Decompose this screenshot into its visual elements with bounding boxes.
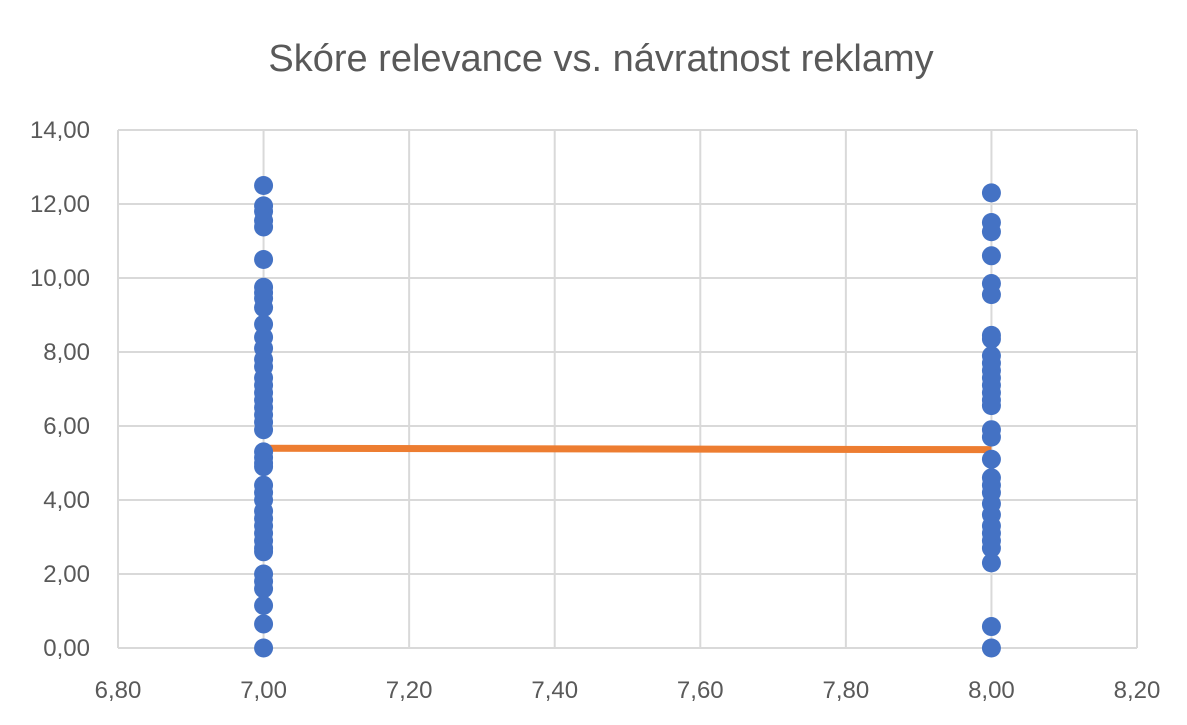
data-point	[981, 638, 1001, 658]
data-point	[981, 427, 1001, 447]
data-points	[254, 176, 1001, 658]
tick-labels: 6,80 7,00 7,20 7,40 7,60 7,80 8,00 8,20 0,00 2,00…	[30, 117, 1160, 704]
chart-title: Skóre relevance vs. návratnost reklamy	[268, 38, 934, 80]
data-point	[981, 183, 1001, 203]
x-tick-label: 7,20	[386, 677, 433, 704]
y-tick-label: 14,00	[30, 117, 90, 144]
y-tick-label: 0,00	[43, 635, 90, 662]
data-point	[981, 538, 1001, 558]
data-point	[981, 396, 1001, 416]
x-tick-label: 7,80	[822, 677, 869, 704]
data-point	[254, 457, 274, 477]
data-point	[981, 617, 1001, 637]
trendline-layer	[263, 444, 992, 454]
y-tick-label: 4,00	[43, 487, 90, 514]
data-point	[254, 579, 274, 599]
data-point	[254, 420, 274, 440]
y-tick-label: 10,00	[30, 265, 90, 292]
x-tick-label: 6,80	[95, 677, 142, 704]
trendline	[263, 444, 992, 454]
y-tick-label: 6,00	[43, 413, 90, 440]
x-tick-label: 7,00	[240, 677, 287, 704]
data-point	[254, 614, 274, 634]
grid-lines	[117, 129, 1138, 649]
data-point	[981, 329, 1001, 349]
data-point	[254, 298, 274, 318]
data-point	[981, 553, 1001, 573]
data-point	[254, 250, 274, 269]
x-tick-label: 8,00	[968, 677, 1015, 704]
x-tick-label: 7,40	[531, 677, 578, 704]
y-tick-label: 2,00	[43, 561, 90, 588]
y-tick-label: 12,00	[30, 191, 90, 218]
data-point	[981, 246, 1001, 266]
data-point	[254, 176, 274, 195]
data-point	[981, 222, 1001, 242]
x-tick-label: 8,20	[1114, 677, 1161, 704]
x-tick-label: 7,60	[677, 677, 724, 704]
y-tick-label: 8,00	[43, 339, 90, 366]
data-point	[254, 638, 274, 658]
data-point	[254, 542, 274, 562]
data-point	[981, 449, 1001, 469]
data-point	[981, 285, 1001, 305]
data-point	[254, 595, 274, 615]
data-point	[254, 217, 274, 237]
